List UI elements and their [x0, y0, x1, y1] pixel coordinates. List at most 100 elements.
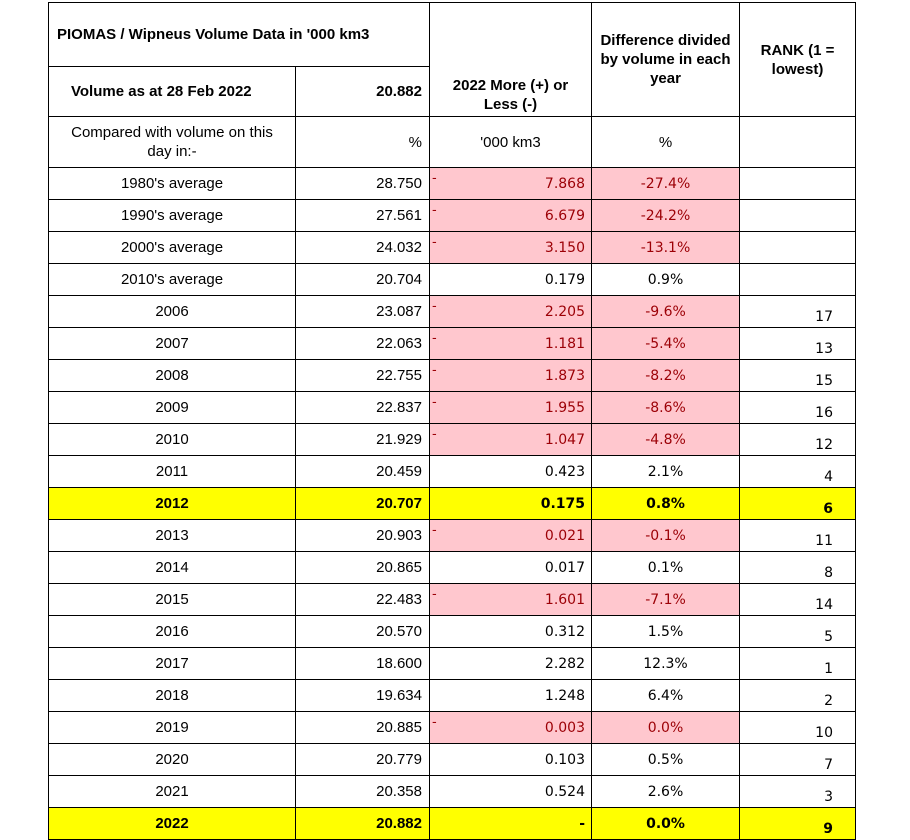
row-rank — [739, 263, 856, 296]
row-percent: 0.9% — [591, 263, 740, 296]
negative-marker: - — [432, 363, 437, 378]
row-percent: 0.0% — [591, 807, 740, 840]
more-less-header: 2022 More (+) or Less (-) — [429, 2, 592, 117]
row-difference: - 1.047 — [429, 423, 592, 456]
negative-marker: - — [432, 203, 437, 218]
row-label: 2009 — [48, 391, 296, 424]
difference-value: 0.017 — [544, 559, 585, 576]
difference-value: 0.524 — [544, 783, 585, 800]
table-row: 2021 20.358 0.524 2.6% 3 — [48, 775, 856, 808]
volume-table: PIOMAS / Wipneus Volume Data in '000 km3… — [48, 2, 856, 840]
row-rank — [739, 231, 856, 264]
row-difference: - 2.205 — [429, 295, 592, 328]
table-row: 2012 20.707 0.175 0.8% 6 — [48, 487, 856, 520]
row-label: 2017 — [48, 647, 296, 680]
row-difference: - 0.021 — [429, 519, 592, 552]
difference-value: 0.179 — [544, 271, 585, 288]
row-difference: 1.248 — [429, 679, 592, 712]
row-label: 2020 — [48, 743, 296, 776]
table-row: 2006 23.087- 2.205 -9.6% 17 — [48, 295, 856, 328]
row-volume: 20.885 — [295, 711, 430, 744]
row-difference: - 3.150 — [429, 231, 592, 264]
row-difference: - 1.601 — [429, 583, 592, 616]
row-rank: 3 — [739, 775, 856, 808]
row-volume: 20.779 — [295, 743, 430, 776]
row-percent: -7.1% — [591, 583, 740, 616]
row-label: 2008 — [48, 359, 296, 392]
row-percent: 0.0% — [591, 711, 740, 744]
row-volume: 21.929 — [295, 423, 430, 456]
difference-value: 1.248 — [544, 687, 585, 704]
row-rank: 2 — [739, 679, 856, 712]
row-volume: 23.087 — [295, 295, 430, 328]
table-row: 2020 20.779 0.103 0.5% 7 — [48, 743, 856, 776]
negative-marker: - — [432, 395, 437, 410]
row-percent: -8.2% — [591, 359, 740, 392]
row-volume: 27.561 — [295, 199, 430, 232]
table-row: 2022 20.882 -0.0% 9 — [48, 807, 856, 840]
row-label: 2012 — [48, 487, 296, 520]
row-volume: 18.600 — [295, 647, 430, 680]
row-label: 2019 — [48, 711, 296, 744]
row-label: 2015 — [48, 583, 296, 616]
row-percent: 0.5% — [591, 743, 740, 776]
volume-current-value: 20.882 — [295, 66, 430, 117]
compared-label: Compared with volume on this day in:- — [48, 116, 296, 168]
more-less-header-text: 2022 More (+) or Less (-) — [452, 77, 569, 113]
row-percent: -0.1% — [591, 519, 740, 552]
row-volume: 22.063 — [295, 327, 430, 360]
row-rank: 14 — [739, 583, 856, 616]
negative-marker: - — [432, 299, 437, 314]
table-row: 2007 22.063- 1.181 -5.4% 13 — [48, 327, 856, 360]
negative-marker: - — [432, 523, 437, 538]
row-rank — [739, 199, 856, 232]
table-row: 2010's average 20.704 0.179 0.9% — [48, 263, 856, 296]
row-difference: - — [429, 807, 592, 840]
row-percent: -4.8% — [591, 423, 740, 456]
diff-header: Difference divided by volume in each yea… — [591, 2, 740, 117]
difference-value: 7.868 — [544, 175, 585, 192]
difference-value: 0.003 — [544, 719, 585, 736]
difference-value: 1.873 — [544, 367, 585, 384]
row-percent: 2.6% — [591, 775, 740, 808]
row-label: 2006 — [48, 295, 296, 328]
row-percent: -13.1% — [591, 231, 740, 264]
row-rank: 9 — [739, 807, 856, 840]
row-rank: 8 — [739, 551, 856, 584]
row-percent: 2.1% — [591, 455, 740, 488]
row-percent: 0.8% — [591, 487, 740, 520]
row-percent: 1.5% — [591, 615, 740, 648]
row-percent: -8.6% — [591, 391, 740, 424]
row-volume: 20.704 — [295, 263, 430, 296]
row-label: 2016 — [48, 615, 296, 648]
difference-value: 6.679 — [544, 207, 585, 224]
table-row: 1980's average 28.750- 7.868 -27.4% — [48, 167, 856, 200]
row-label: 2000's average — [48, 231, 296, 264]
rank-header: RANK (1 = lowest) — [739, 2, 856, 117]
row-percent: -24.2% — [591, 199, 740, 232]
row-rank: 5 — [739, 615, 856, 648]
row-volume: 22.483 — [295, 583, 430, 616]
negative-marker: - — [432, 587, 437, 602]
row-rank: 16 — [739, 391, 856, 424]
row-percent: 6.4% — [591, 679, 740, 712]
row-difference: - 1.181 — [429, 327, 592, 360]
row-difference: 0.179 — [429, 263, 592, 296]
table-row: 2011 20.459 0.423 2.1% 4 — [48, 455, 856, 488]
negative-marker: - — [432, 171, 437, 186]
row-difference: 0.017 — [429, 551, 592, 584]
row-rank: 17 — [739, 295, 856, 328]
difference-value: 0.103 — [544, 751, 585, 768]
difference-value: 2.282 — [544, 655, 585, 672]
row-rank — [739, 167, 856, 200]
row-percent: 0.1% — [591, 551, 740, 584]
row-volume: 20.903 — [295, 519, 430, 552]
row-difference: 2.282 — [429, 647, 592, 680]
unit-percent-diff: % — [591, 116, 740, 168]
row-label: 2013 — [48, 519, 296, 552]
difference-value: 2.205 — [544, 303, 585, 320]
row-volume: 22.837 — [295, 391, 430, 424]
row-rank: 12 — [739, 423, 856, 456]
row-volume: 19.634 — [295, 679, 430, 712]
row-difference: 0.103 — [429, 743, 592, 776]
